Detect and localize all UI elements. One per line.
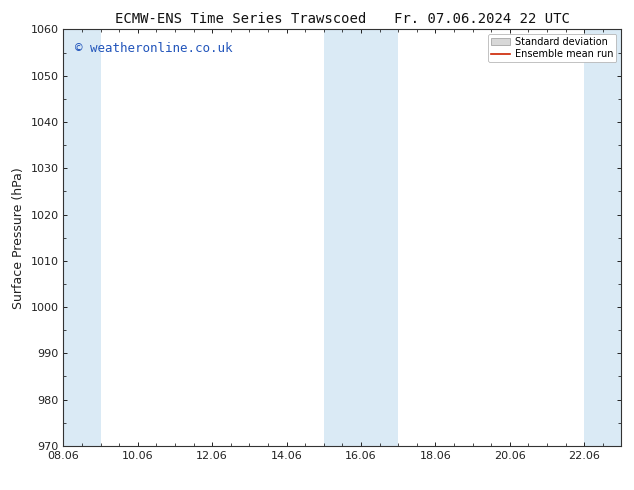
Legend: Standard deviation, Ensemble mean run: Standard deviation, Ensemble mean run xyxy=(488,34,616,62)
Text: Fr. 07.06.2024 22 UTC: Fr. 07.06.2024 22 UTC xyxy=(394,12,570,26)
Text: © weatheronline.co.uk: © weatheronline.co.uk xyxy=(75,42,232,55)
Text: ECMW-ENS Time Series Trawscoed: ECMW-ENS Time Series Trawscoed xyxy=(115,12,366,26)
Bar xyxy=(584,29,621,446)
Bar xyxy=(63,29,101,446)
Bar xyxy=(324,29,398,446)
Y-axis label: Surface Pressure (hPa): Surface Pressure (hPa) xyxy=(12,167,25,309)
